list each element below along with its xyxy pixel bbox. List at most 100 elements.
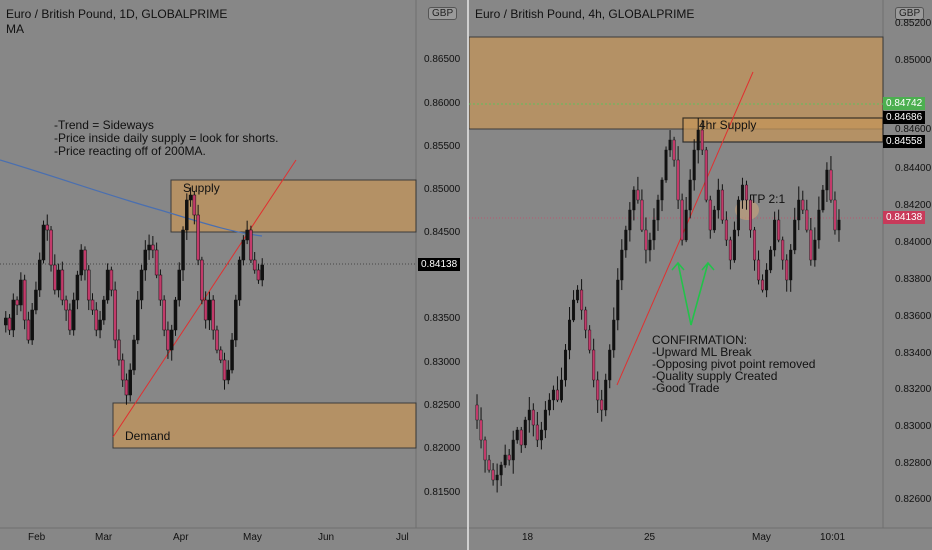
left-candle-body — [237, 259, 242, 301]
left-y-tick: 0.86000 — [424, 98, 461, 109]
left-candle-body — [222, 359, 227, 381]
left-candle-body — [200, 259, 204, 301]
left-y-tick: 0.85500 — [424, 141, 461, 152]
left-candle-body — [132, 339, 136, 371]
right-candle-body — [672, 139, 676, 161]
right-chart-canvas[interactable] — [469, 0, 932, 550]
left-candle-body — [53, 264, 57, 291]
left-candle-body — [256, 269, 261, 281]
right-y-tick: 0.82600 — [895, 494, 932, 505]
left-y-tick: 0.83500 — [424, 313, 461, 324]
left-supply-zone — [170, 179, 417, 233]
right-candle-body — [680, 199, 684, 241]
right-candle-body — [809, 229, 813, 261]
left-candle-body — [166, 329, 170, 351]
right-candle-body — [632, 189, 636, 211]
right-candle-body — [664, 149, 668, 181]
right-candle-body — [507, 454, 511, 461]
right-4hr-supply-zone — [682, 117, 884, 143]
right-candle-body — [495, 474, 499, 481]
left-candle-body — [34, 289, 38, 311]
left-y-tick: 0.81500 — [424, 487, 461, 498]
right-candle-body — [580, 289, 584, 311]
right-candle-body — [837, 219, 841, 231]
left-candle-body — [71, 299, 76, 331]
right-candle-body — [596, 379, 600, 401]
right-candle-body — [720, 189, 724, 221]
right-candle-body — [563, 349, 567, 381]
right-currency-badge[interactable]: GBP — [895, 7, 925, 20]
left-candle-body — [30, 309, 34, 341]
right-candle-body — [487, 459, 491, 471]
left-candle-body — [139, 269, 144, 301]
right-chart-title: Euro / British Pound, 4h, GLOBALPRIME — [475, 7, 695, 21]
right-candle-body — [700, 129, 704, 151]
right-black-price-tag: 0.84686 — [883, 111, 926, 124]
left-candle-body — [102, 299, 106, 321]
left-candle-body — [45, 224, 50, 231]
right-candle-body — [829, 169, 833, 201]
left-candle-body — [105, 269, 110, 301]
right-candle-body — [668, 139, 672, 151]
right-candle-body — [793, 219, 797, 251]
right-candle-body — [761, 279, 765, 291]
right-candle-body — [684, 209, 688, 241]
right-candle-body — [503, 454, 507, 466]
right-candle-body — [817, 209, 821, 241]
right-candle-body — [740, 184, 744, 201]
left-x-tick: Apr — [173, 532, 189, 543]
left-candle-body — [120, 359, 125, 381]
left-candle-body — [94, 309, 99, 331]
left-chart-canvas[interactable] — [0, 0, 467, 550]
right-y-tick: 0.85000 — [895, 55, 932, 66]
right-chart-pane[interactable]: Euro / British Pound, 4h, GLOBALPRIME GB… — [469, 0, 932, 550]
right-y-tick: 0.84600 — [895, 124, 932, 135]
left-y-tick: 0.86500 — [424, 54, 461, 65]
left-candle-body — [56, 269, 61, 291]
left-candle-body — [215, 329, 219, 351]
right-x-tick: 25 — [644, 532, 656, 543]
confirmation-arrow-head-right — [701, 261, 715, 271]
left-candle-body — [245, 229, 249, 241]
left-candle-body — [4, 317, 8, 326]
left-candle-body — [181, 229, 185, 271]
left-candle-body — [41, 224, 46, 261]
left-candle-body — [158, 274, 163, 301]
right-candle-body — [648, 239, 652, 251]
left-candle-body — [196, 214, 200, 261]
left-candle-body — [37, 259, 42, 291]
left-candle-body — [64, 299, 68, 311]
right-candle-body — [744, 184, 748, 201]
left-x-tick: Jul — [396, 532, 409, 543]
right-candle-body — [724, 219, 728, 241]
left-candle-body — [151, 244, 155, 251]
left-candle-body — [249, 229, 253, 261]
left-candle-body — [252, 259, 257, 271]
left-currency-badge[interactable]: GBP — [428, 7, 458, 20]
confirmation-arrow-head-left — [671, 261, 685, 271]
left-candle-body — [211, 299, 215, 331]
pane-divider[interactable] — [467, 0, 469, 550]
right-candle-body — [608, 349, 612, 381]
right-candle-body — [527, 409, 531, 421]
right-candle-body — [539, 429, 543, 441]
left-x-tick: Jun — [318, 532, 335, 543]
right-y-tick: 0.84000 — [895, 237, 932, 248]
right-y-tick: 0.84200 — [895, 200, 932, 211]
left-candle-body — [185, 199, 189, 231]
right-candle-body — [757, 259, 761, 281]
right-candle-body — [531, 409, 535, 426]
right-candle-body — [797, 199, 801, 221]
right-y-tick: 0.83400 — [895, 348, 932, 359]
right-candle-body — [785, 259, 789, 281]
right-candle-body — [801, 199, 805, 211]
left-indicator-label[interactable]: MA — [6, 22, 24, 36]
left-chart-pane[interactable]: Euro / British Pound, 1D, GLOBALPRIME MA… — [0, 0, 467, 550]
right-x-tick: 18 — [522, 532, 534, 543]
left-candle-body — [260, 264, 264, 281]
right-candle-body — [652, 219, 656, 241]
right-candle-body — [568, 319, 572, 351]
right-y-tick: 0.82800 — [895, 458, 932, 469]
right-candle-body — [813, 239, 817, 261]
right-candle-body — [833, 199, 837, 231]
